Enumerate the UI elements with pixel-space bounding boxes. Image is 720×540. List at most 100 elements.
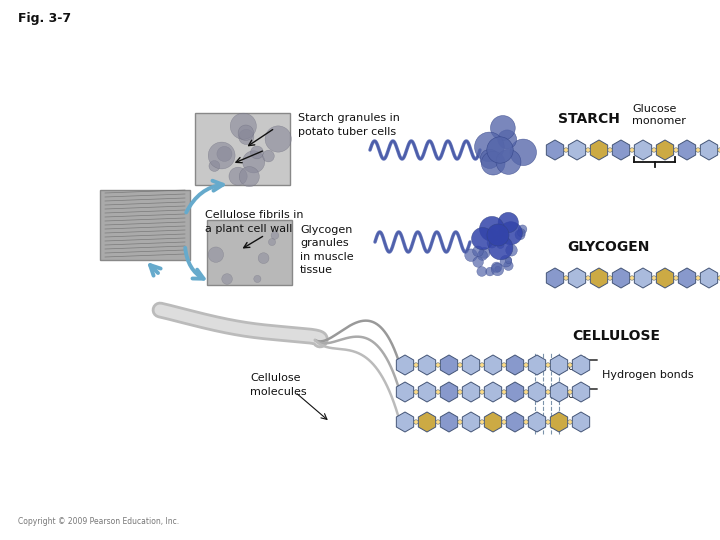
Polygon shape [528,355,546,375]
Circle shape [230,113,256,139]
Circle shape [586,148,590,152]
Polygon shape [568,140,585,160]
Text: Fig. 3-7: Fig. 3-7 [18,12,71,25]
Text: Glucose
monomer: Glucose monomer [632,104,686,126]
Polygon shape [462,412,480,432]
Circle shape [608,148,612,152]
Text: Cellulose fibrils in
a plant cell wall: Cellulose fibrils in a plant cell wall [205,211,304,234]
Polygon shape [572,355,590,375]
Circle shape [674,148,678,152]
Circle shape [458,363,462,367]
Polygon shape [485,412,502,432]
Circle shape [414,363,418,367]
Polygon shape [485,382,502,402]
Circle shape [503,261,513,271]
Circle shape [674,276,678,280]
Circle shape [436,390,440,394]
Circle shape [480,363,484,367]
Circle shape [229,167,247,185]
Circle shape [491,264,504,276]
Circle shape [480,420,484,424]
Circle shape [523,363,528,367]
Circle shape [238,125,253,140]
Circle shape [480,390,484,394]
Circle shape [477,250,487,260]
Polygon shape [418,355,436,375]
FancyBboxPatch shape [207,220,292,285]
Polygon shape [678,140,696,160]
Circle shape [208,247,224,262]
Circle shape [546,363,550,367]
Circle shape [485,267,495,276]
Circle shape [500,255,512,267]
Polygon shape [441,412,458,432]
Circle shape [586,276,590,280]
Circle shape [498,130,517,149]
Circle shape [472,246,483,256]
Circle shape [489,235,513,260]
Circle shape [479,247,490,258]
Circle shape [490,116,516,140]
Circle shape [630,276,634,280]
Polygon shape [528,382,546,402]
Polygon shape [418,382,436,402]
Circle shape [515,230,525,240]
Circle shape [480,150,500,168]
Polygon shape [612,140,630,160]
Circle shape [696,276,701,280]
Polygon shape [634,268,652,288]
Polygon shape [546,140,564,160]
Polygon shape [462,382,480,402]
Circle shape [436,420,440,424]
Polygon shape [657,140,674,160]
Circle shape [546,420,550,424]
Circle shape [630,148,634,152]
Polygon shape [396,382,414,402]
Polygon shape [506,382,523,402]
Polygon shape [612,268,630,288]
Polygon shape [485,355,502,375]
Text: Copyright © 2009 Pearson Education, Inc.: Copyright © 2009 Pearson Education, Inc. [18,517,179,526]
Polygon shape [590,268,608,288]
Circle shape [222,274,233,284]
Circle shape [496,150,521,174]
Polygon shape [550,382,567,402]
Circle shape [486,230,498,242]
Polygon shape [568,268,585,288]
Polygon shape [634,140,652,160]
Circle shape [491,262,502,273]
Circle shape [502,390,506,394]
Circle shape [480,217,505,241]
Polygon shape [550,412,567,432]
Circle shape [482,151,505,175]
Circle shape [464,249,477,261]
Circle shape [718,148,720,152]
Circle shape [718,276,720,280]
Polygon shape [506,355,523,375]
Polygon shape [396,412,414,432]
FancyBboxPatch shape [195,113,290,185]
Polygon shape [550,355,567,375]
Circle shape [497,241,504,248]
Circle shape [652,276,656,280]
Polygon shape [590,140,608,160]
Circle shape [239,166,259,187]
Circle shape [251,146,264,159]
Circle shape [487,137,513,163]
Polygon shape [701,140,718,160]
Circle shape [564,148,568,152]
Circle shape [263,150,274,162]
Circle shape [271,232,279,239]
Circle shape [502,363,506,367]
Circle shape [696,148,701,152]
Circle shape [568,390,572,394]
Circle shape [414,390,418,394]
Circle shape [436,363,440,367]
Circle shape [502,420,506,424]
Polygon shape [701,268,718,288]
Circle shape [487,224,509,246]
Circle shape [518,229,526,237]
Circle shape [568,420,572,424]
Circle shape [490,233,498,241]
Circle shape [523,390,528,394]
